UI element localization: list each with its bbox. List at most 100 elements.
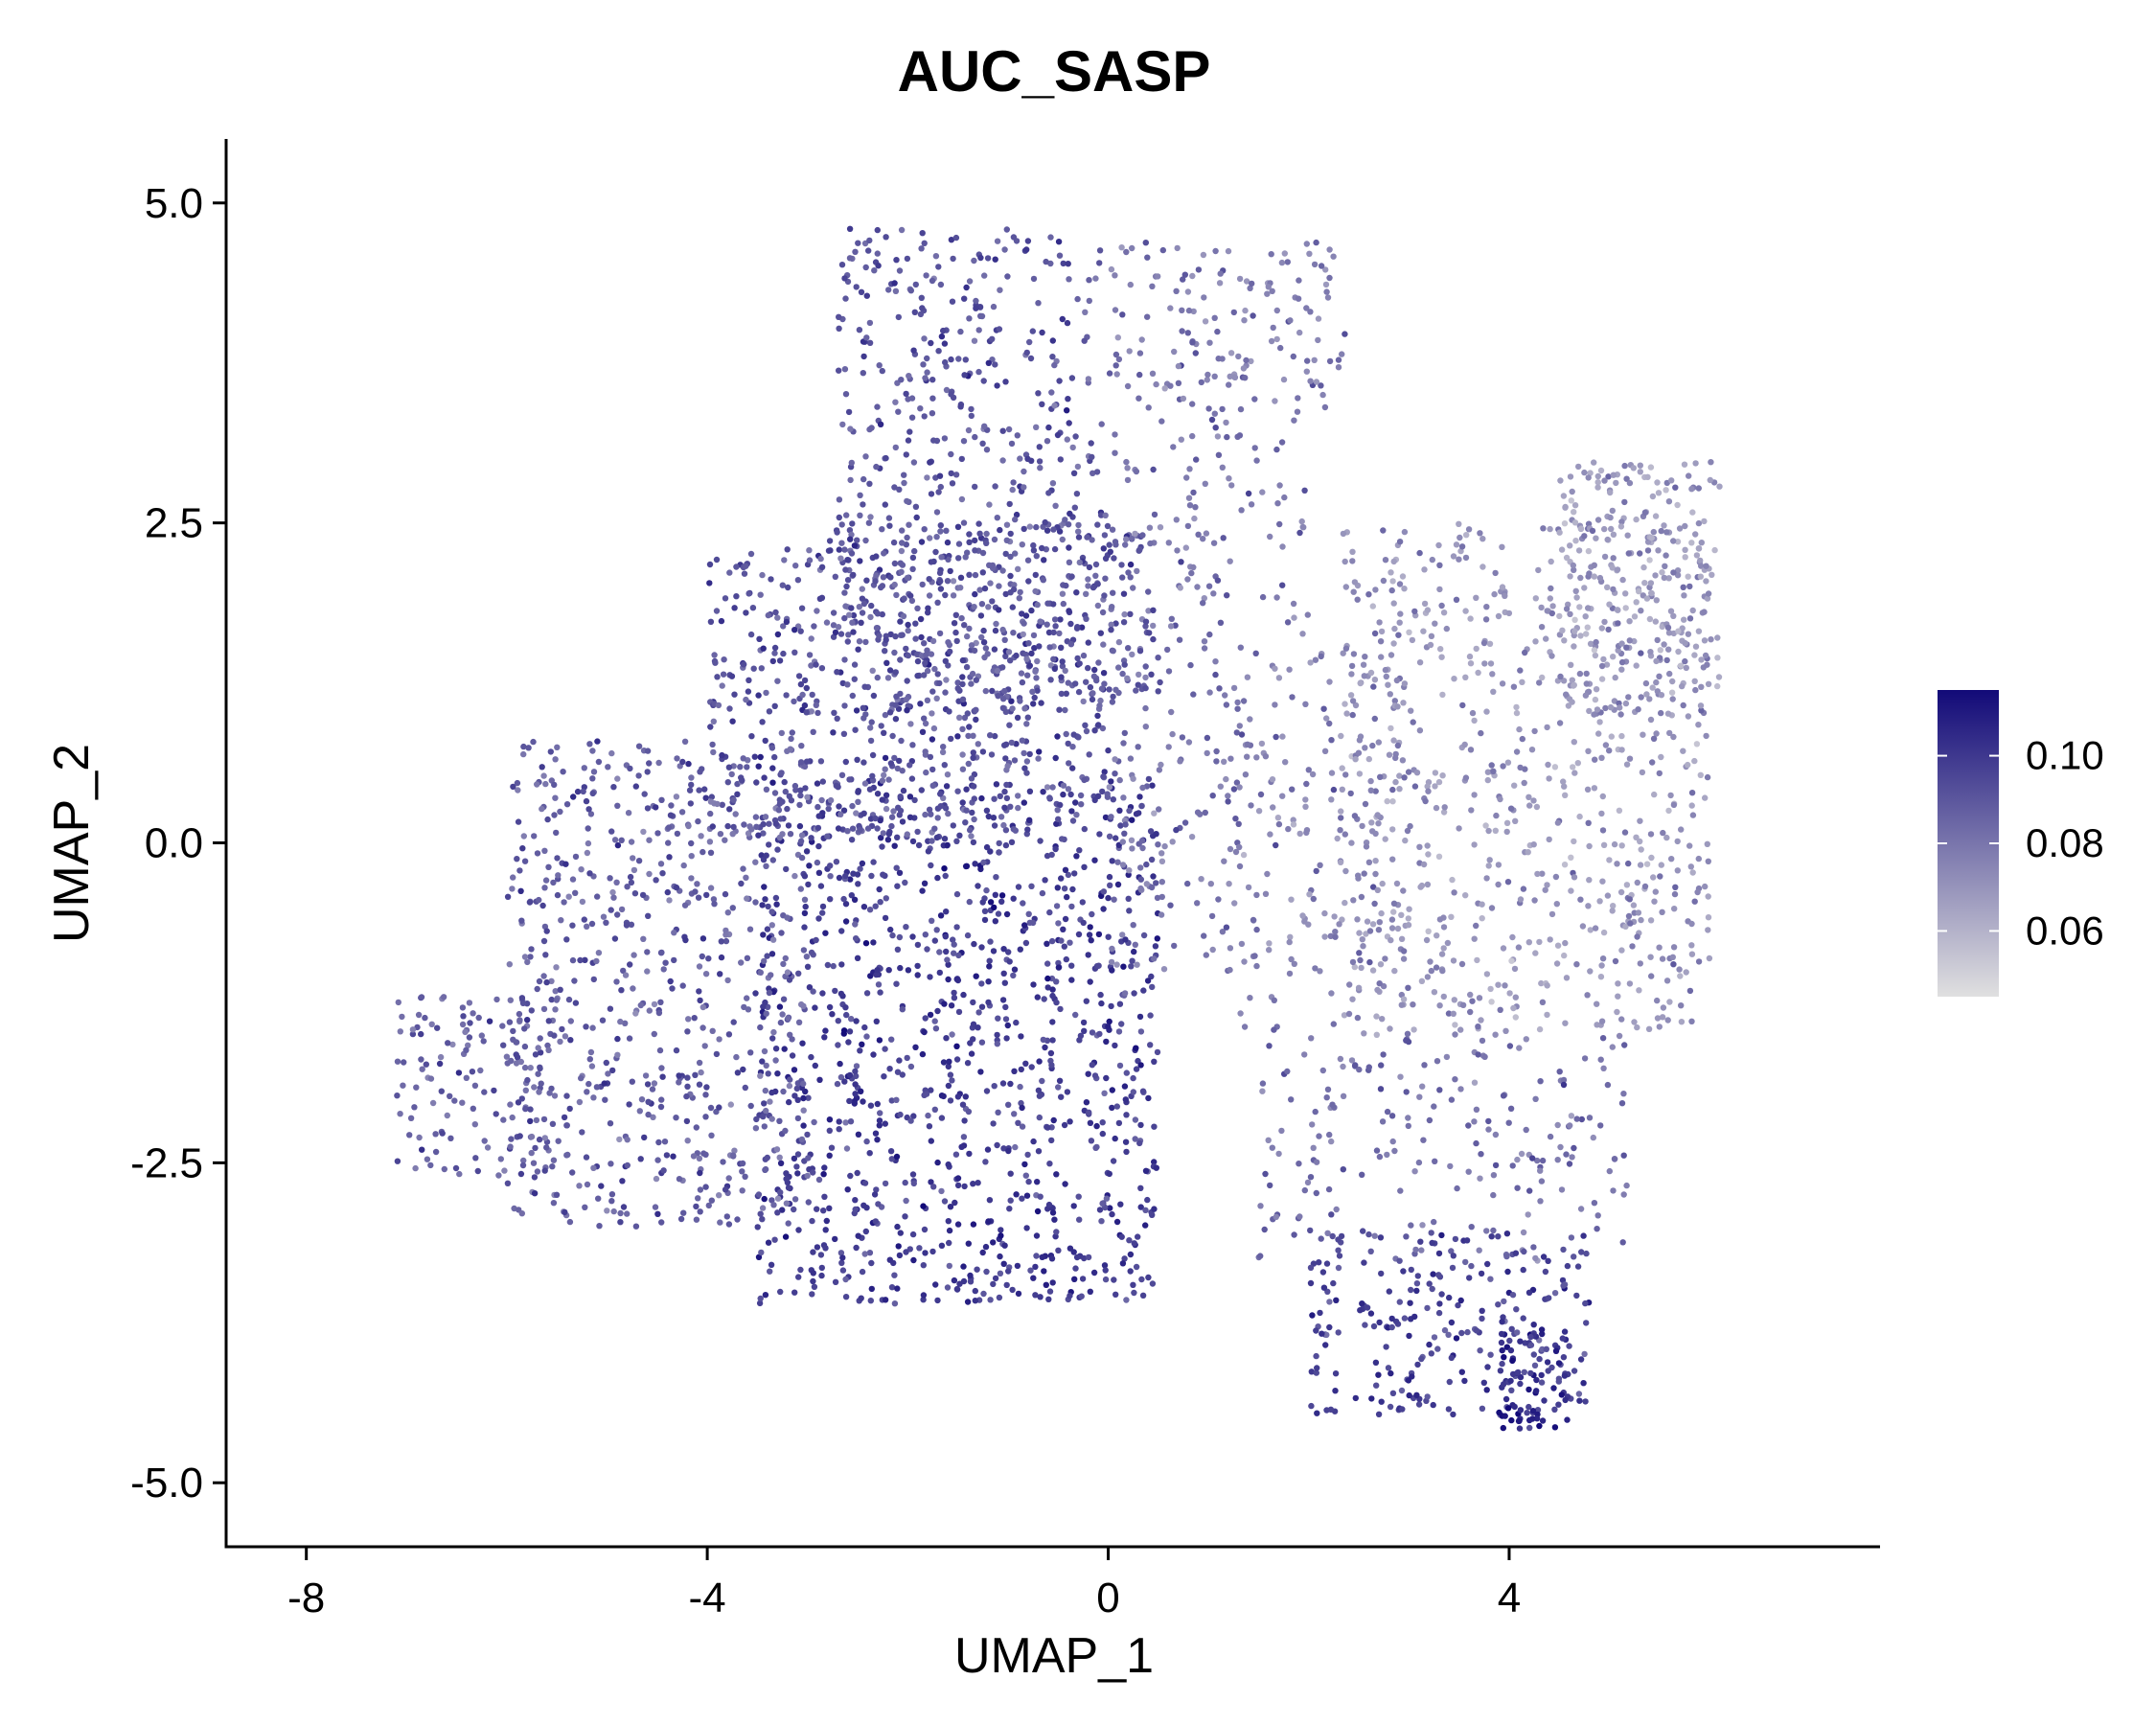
data-point xyxy=(714,674,721,680)
data-point xyxy=(1004,1022,1012,1029)
data-point xyxy=(866,339,874,346)
data-point xyxy=(1499,584,1506,590)
data-point xyxy=(1372,870,1379,878)
data-point xyxy=(518,1095,525,1102)
data-point xyxy=(666,897,673,904)
data-point xyxy=(907,1117,914,1124)
data-point xyxy=(760,1003,767,1010)
data-point xyxy=(1060,600,1067,608)
data-point xyxy=(1670,538,1677,544)
data-point xyxy=(1594,706,1601,713)
data-point xyxy=(927,1011,934,1019)
data-point xyxy=(1702,794,1709,801)
data-point xyxy=(888,1097,895,1104)
data-point xyxy=(1111,896,1117,903)
data-point xyxy=(645,912,652,919)
data-point xyxy=(1032,1292,1039,1299)
data-point xyxy=(1606,857,1613,863)
data-point xyxy=(1065,396,1071,402)
data-point xyxy=(914,673,921,679)
data-point xyxy=(1568,1234,1575,1241)
data-point xyxy=(947,567,953,575)
data-point xyxy=(1490,1191,1497,1199)
data-point xyxy=(1556,529,1563,536)
data-point xyxy=(1244,674,1251,680)
data-point xyxy=(933,534,940,540)
data-point xyxy=(548,978,555,984)
data-point xyxy=(1623,761,1631,768)
data-point xyxy=(1029,328,1037,334)
data-point xyxy=(1467,991,1474,999)
data-point xyxy=(1660,829,1666,837)
data-point xyxy=(1085,376,1092,382)
data-point xyxy=(963,862,971,869)
data-point xyxy=(904,255,911,263)
data-point xyxy=(1328,990,1335,997)
data-point xyxy=(1265,1137,1272,1144)
data-point xyxy=(1044,975,1051,982)
data-point xyxy=(1663,656,1670,664)
data-point xyxy=(791,1206,797,1213)
data-point xyxy=(999,457,1006,464)
data-point xyxy=(1120,619,1128,626)
data-point xyxy=(952,629,959,636)
data-point xyxy=(899,527,906,534)
data-point xyxy=(1033,553,1041,560)
data-point xyxy=(658,1219,665,1226)
data-point xyxy=(1467,1008,1474,1016)
data-point xyxy=(1002,653,1009,659)
data-point xyxy=(1704,840,1711,847)
data-point xyxy=(983,843,991,851)
data-point xyxy=(1340,1166,1347,1173)
data-point xyxy=(1182,544,1190,551)
data-point xyxy=(1682,546,1688,553)
data-point xyxy=(856,604,862,610)
data-point xyxy=(899,768,906,774)
data-point xyxy=(1054,431,1062,439)
data-point xyxy=(466,1034,473,1041)
data-point xyxy=(1584,992,1591,999)
data-point xyxy=(506,961,513,968)
data-point xyxy=(1035,300,1042,307)
data-point xyxy=(1703,578,1709,585)
data-point xyxy=(891,560,899,567)
data-point xyxy=(1067,510,1073,518)
data-point xyxy=(1098,685,1106,692)
data-point xyxy=(1340,1092,1347,1100)
data-point xyxy=(763,862,769,869)
data-point xyxy=(934,1007,941,1015)
data-point xyxy=(1488,762,1495,769)
data-point xyxy=(957,574,965,581)
data-point xyxy=(552,1006,559,1013)
data-point xyxy=(1021,484,1027,491)
data-point xyxy=(1186,502,1194,509)
data-point xyxy=(1036,643,1043,650)
data-point xyxy=(1345,1010,1353,1018)
data-point xyxy=(1107,882,1113,888)
data-point xyxy=(1037,838,1044,844)
data-point xyxy=(1068,375,1076,381)
data-point xyxy=(1281,250,1289,257)
data-point xyxy=(394,1158,401,1164)
data-point xyxy=(1560,493,1568,499)
data-point xyxy=(1514,1156,1521,1163)
data-point xyxy=(1103,1195,1111,1202)
data-point xyxy=(1418,978,1426,984)
data-point xyxy=(626,1035,633,1042)
data-point xyxy=(857,1047,863,1054)
data-point xyxy=(1672,884,1679,890)
data-point xyxy=(605,1070,611,1077)
data-point xyxy=(1507,1105,1515,1113)
data-point xyxy=(1126,867,1133,874)
data-point xyxy=(803,758,811,765)
data-point xyxy=(665,824,673,831)
data-point xyxy=(1211,410,1219,417)
data-point xyxy=(1142,1207,1149,1214)
data-point xyxy=(750,665,757,672)
data-point xyxy=(1129,816,1135,823)
data-point xyxy=(1207,881,1215,887)
data-point xyxy=(1074,624,1081,631)
data-point xyxy=(1622,590,1629,597)
data-point xyxy=(740,865,746,872)
data-point xyxy=(964,932,972,939)
